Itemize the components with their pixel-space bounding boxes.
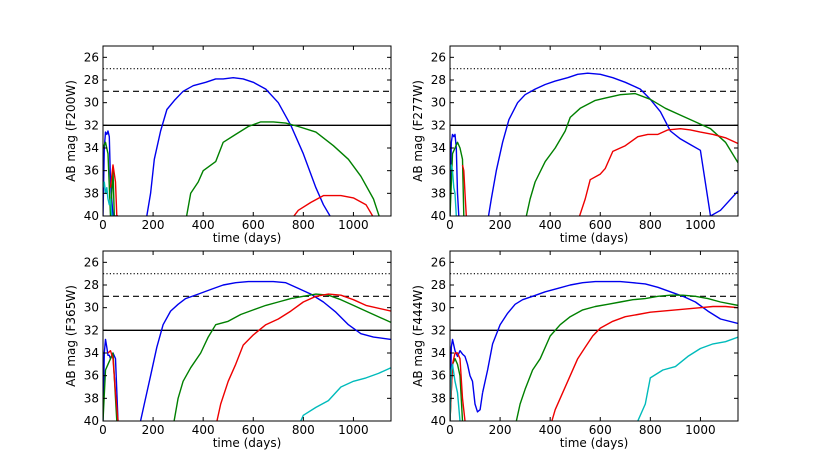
x-tick-label: 1000 <box>685 423 716 437</box>
series-line-cyan <box>103 181 113 216</box>
x-tick-label: 0 <box>446 423 454 437</box>
x-tick-label: 800 <box>292 218 315 232</box>
panel-f277w: 0 200 400 600 800 1000 26 28 30 32 34 36 38 40 time (d… <box>411 45 739 245</box>
y-tick-label: 38 <box>84 186 99 200</box>
series-line-cyan <box>300 367 391 421</box>
plot-frame <box>102 250 392 422</box>
x-tick-label: 0 <box>99 423 107 437</box>
plot-frame <box>449 45 739 217</box>
series-line-green-main <box>525 92 738 216</box>
series-line-blue-main <box>139 280 391 421</box>
x-tick-label: 600 <box>589 423 612 437</box>
y-tick-label: 28 <box>84 73 99 87</box>
y-tick-label: 40 <box>84 414 99 428</box>
x-tick-label: 0 <box>446 218 454 232</box>
y-tick-label: 32 <box>431 118 446 132</box>
x-tick-label: 1000 <box>685 218 716 232</box>
y-axis-title: AB mag (F444W) <box>411 285 425 387</box>
series-line-green-main <box>515 294 738 421</box>
series-line-blue <box>103 338 119 421</box>
y-tick-label: 40 <box>431 209 446 223</box>
y-tick-label: 34 <box>431 141 446 155</box>
plot-frame <box>102 45 392 217</box>
series-line-blue-main <box>146 76 331 216</box>
y-tick-label: 32 <box>84 118 99 132</box>
y-tick-label: 28 <box>431 278 446 292</box>
y-tick-label: 36 <box>431 369 446 383</box>
series-line-red <box>461 164 467 216</box>
x-tick-label: 600 <box>242 218 265 232</box>
series-line-red-main <box>216 293 391 421</box>
y-tick-label: 30 <box>84 301 99 315</box>
y-tick-label: 40 <box>84 209 99 223</box>
series-line-cyan <box>450 363 461 421</box>
y-tick-label: 36 <box>431 164 446 178</box>
y-tick-label: 30 <box>84 96 99 110</box>
y-axis-title: AB mag (F277W) <box>411 80 425 182</box>
series-line-blue-main <box>481 280 738 393</box>
y-tick-label: 30 <box>431 96 446 110</box>
y-tick-label: 38 <box>431 391 446 405</box>
panel-f365w: 0 200 400 600 800 1000 26 28 30 32 34 36 38 40 time (d… <box>64 250 392 450</box>
series-line-red <box>109 164 118 216</box>
series-line-blue <box>450 133 460 216</box>
plot-frame <box>449 250 739 422</box>
y-tick-label: 26 <box>84 255 99 269</box>
series-line-red <box>107 350 119 421</box>
series-line-red-main <box>551 305 738 421</box>
y-tick-label: 38 <box>84 391 99 405</box>
series-line-blue <box>450 338 484 421</box>
x-tick-label: 200 <box>489 423 512 437</box>
y-tick-label: 36 <box>84 164 99 178</box>
x-tick-label: 400 <box>192 218 215 232</box>
y-tick-label: 32 <box>431 323 446 337</box>
y-tick-label: 26 <box>431 50 446 64</box>
panel-f444w: 0 200 400 600 800 1000 26 28 30 32 34 36 38 40 time (d… <box>411 250 739 450</box>
x-tick-label: 800 <box>639 218 662 232</box>
series-line-red-main <box>578 127 738 216</box>
x-tick-label: 600 <box>242 423 265 437</box>
series-line-blue-main <box>487 72 738 216</box>
x-tick-label: 400 <box>192 423 215 437</box>
x-tick-label: 400 <box>539 423 562 437</box>
x-tick-label: 200 <box>489 218 512 232</box>
series-line-green-main <box>185 121 380 216</box>
x-tick-label: 1000 <box>338 423 369 437</box>
y-tick-label: 34 <box>431 346 446 360</box>
y-tick-label: 28 <box>431 73 446 87</box>
series-line-green-main <box>173 293 391 421</box>
y-tick-label: 34 <box>84 141 99 155</box>
x-tick-label: 0 <box>99 218 107 232</box>
series-line-green <box>103 141 115 216</box>
y-tick-label: 26 <box>431 255 446 269</box>
y-tick-label: 28 <box>84 278 99 292</box>
x-tick-label: 1000 <box>338 218 369 232</box>
series-line-green <box>450 141 465 216</box>
series-line-cyan-main <box>637 336 738 421</box>
y-axis-title: AB mag (F200W) <box>64 80 78 182</box>
y-tick-label: 34 <box>84 346 99 360</box>
x-tick-label: 800 <box>292 423 315 437</box>
x-tick-label: 600 <box>589 218 612 232</box>
y-tick-label: 36 <box>84 369 99 383</box>
x-tick-label: 800 <box>639 423 662 437</box>
series-line-cyan <box>450 164 458 216</box>
series-line-blue <box>103 130 118 216</box>
x-tick-label: 400 <box>539 218 562 232</box>
x-axis-title: time (days) <box>560 231 629 245</box>
y-tick-label: 38 <box>431 186 446 200</box>
panel-f200w: 0 200 400 600 800 1000 26 28 30 32 34 36 38 40 time (d… <box>64 45 392 245</box>
x-tick-label: 200 <box>142 218 165 232</box>
y-tick-label: 32 <box>84 323 99 337</box>
series-line-red-main <box>293 194 374 216</box>
x-tick-label: 200 <box>142 423 165 437</box>
x-axis-title: time (days) <box>213 231 282 245</box>
x-axis-title: time (days) <box>213 436 282 450</box>
y-tick-label: 40 <box>431 414 446 428</box>
y-tick-label: 26 <box>84 50 99 64</box>
y-tick-label: 30 <box>431 301 446 315</box>
y-axis-title: AB mag (F365W) <box>64 285 78 387</box>
x-axis-title: time (days) <box>560 436 629 450</box>
